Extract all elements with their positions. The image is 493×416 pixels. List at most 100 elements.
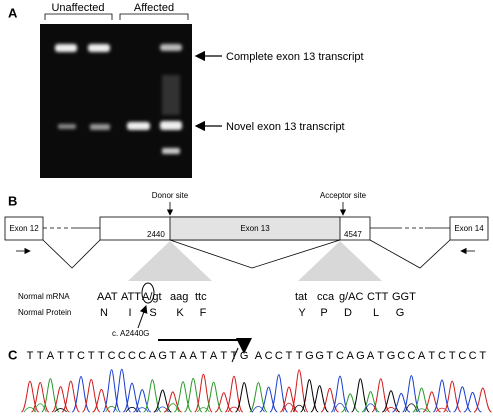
- band-label: Novel exon 13 transcript: [226, 121, 345, 133]
- base-letter: A: [179, 350, 187, 362]
- amino-acid: Y: [298, 307, 306, 319]
- trace-peak: [224, 375, 244, 413]
- codon: g/AC: [339, 291, 364, 303]
- band-label: Complete exon 13 transcript: [226, 51, 364, 63]
- trace-peak: [30, 381, 50, 413]
- group-label: Affected: [134, 2, 174, 14]
- trace-peak: [392, 392, 411, 413]
- base-letter: G: [305, 350, 314, 362]
- base-letter: T: [67, 350, 74, 362]
- base-letter: T: [296, 350, 303, 362]
- zoom-shade: [298, 241, 382, 281]
- trace-peak: [234, 382, 254, 413]
- bracket: [44, 13, 189, 20]
- base-letter: T: [220, 350, 227, 362]
- base-letter: C: [458, 350, 466, 362]
- row-label: Normal Protein: [18, 308, 71, 317]
- base-letter: C: [407, 350, 415, 362]
- trace-peak: [361, 391, 380, 413]
- trace-peak: [183, 377, 203, 413]
- base-letter: T: [377, 350, 384, 362]
- mutation-circle: [141, 282, 155, 304]
- base-letter: T: [326, 350, 333, 362]
- trace-peak: [166, 403, 180, 413]
- trace-peak: [135, 407, 149, 413]
- amino-acid: D: [344, 307, 352, 319]
- base-letter: C: [128, 350, 136, 362]
- junction-slash: [231, 347, 239, 363]
- trace-peak: [384, 407, 398, 413]
- base-letter: T: [200, 350, 207, 362]
- codon: ttc: [195, 291, 207, 303]
- base-letter: T: [98, 350, 105, 362]
- trace-peak: [133, 389, 152, 413]
- base-letter: T: [57, 350, 64, 362]
- trace-peak: [61, 380, 81, 413]
- base-letter: T: [449, 350, 456, 362]
- trace-peak: [105, 405, 118, 413]
- panel-label: B: [8, 193, 17, 208]
- trace-peak: [20, 380, 40, 413]
- trace-peak: [112, 368, 132, 413]
- mutation-label: c. A2440G: [112, 329, 149, 338]
- trace-peak: [435, 407, 449, 413]
- trace-peak: [405, 403, 418, 413]
- trace-peak: [214, 392, 233, 413]
- codon: AAT: [97, 291, 118, 303]
- site-label: Acceptor site: [320, 191, 367, 200]
- base-letter: T: [169, 350, 176, 362]
- amino-acid: N: [100, 307, 108, 319]
- base-letter: A: [190, 350, 198, 362]
- amino-acid: P: [320, 307, 327, 319]
- exon-label: Exon 12: [9, 224, 39, 233]
- position-label: 4547: [344, 230, 362, 239]
- base-letter: C: [77, 350, 85, 362]
- base-letter: C: [275, 350, 283, 362]
- amino-acid: F: [200, 307, 207, 319]
- base-letter: T: [286, 350, 293, 362]
- base-letter: A: [47, 350, 55, 362]
- row-label: Normal mRNA: [18, 292, 70, 301]
- trace-peak: [333, 402, 347, 413]
- base-letter: C: [265, 350, 273, 362]
- trace-peak: [197, 407, 210, 413]
- codon: aag: [170, 291, 188, 303]
- codon: GGT: [392, 291, 416, 303]
- base-letter: C: [118, 350, 126, 362]
- base-letter: T: [88, 350, 95, 362]
- base-letter: G: [387, 350, 396, 362]
- trace-peak: [227, 406, 241, 413]
- panel-label: C: [8, 347, 18, 362]
- gene-structure: [4, 202, 489, 269]
- zoom-shade: [128, 241, 212, 281]
- exon-label: Exon 14: [454, 224, 484, 233]
- chromatogram: [20, 368, 492, 413]
- trace-peak: [54, 408, 67, 413]
- exon-label: Exon 13: [240, 224, 270, 233]
- trace-peak: [402, 375, 421, 413]
- base-letter: C: [138, 350, 146, 362]
- trace-peak: [41, 378, 60, 413]
- trace-peak: [173, 381, 193, 413]
- trace-peak: [364, 403, 377, 413]
- base-letter: C: [397, 350, 405, 362]
- amino-acid: L: [373, 307, 379, 319]
- trace-peak: [92, 388, 111, 413]
- trace-peak: [51, 386, 70, 413]
- trace-peak: [341, 393, 360, 413]
- trace-peak: [252, 405, 265, 413]
- trace-peak: [292, 404, 306, 413]
- base-letter: T: [479, 350, 486, 362]
- amino-acid: K: [176, 307, 184, 319]
- arrow: [137, 305, 148, 329]
- arrow: [158, 338, 252, 354]
- base-letter: A: [418, 350, 426, 362]
- trace-peak: [279, 386, 299, 413]
- base-letter: A: [149, 350, 157, 362]
- base-letter: A: [255, 350, 263, 362]
- trace-peak: [371, 378, 391, 413]
- base-letter: A: [210, 350, 218, 362]
- base-letter: C: [438, 350, 446, 362]
- trace-peak: [282, 402, 296, 413]
- position-label: 2440: [147, 230, 165, 239]
